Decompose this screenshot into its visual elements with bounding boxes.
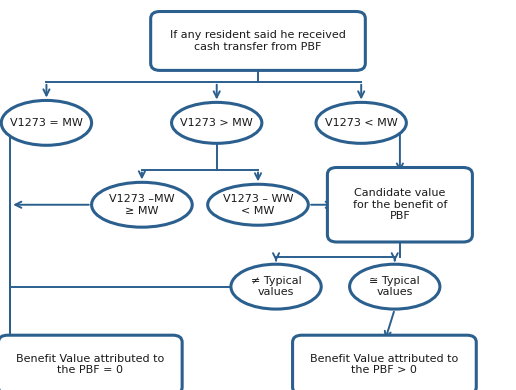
Ellipse shape <box>350 264 440 309</box>
Ellipse shape <box>231 264 321 309</box>
Text: Benefit Value attributed to
the PBF = 0: Benefit Value attributed to the PBF = 0 <box>16 354 165 376</box>
FancyBboxPatch shape <box>293 335 476 390</box>
Text: V1273 –MW
≥ MW: V1273 –MW ≥ MW <box>109 194 175 216</box>
Text: If any resident said he received
cash transfer from PBF: If any resident said he received cash tr… <box>170 30 346 52</box>
Ellipse shape <box>1 100 92 145</box>
Ellipse shape <box>316 102 407 143</box>
Text: V1273 = MW: V1273 = MW <box>10 118 83 128</box>
Text: Candidate value
for the benefit of
PBF: Candidate value for the benefit of PBF <box>353 188 447 222</box>
Ellipse shape <box>207 184 309 225</box>
Text: ≅ Typical
values: ≅ Typical values <box>369 276 420 298</box>
FancyBboxPatch shape <box>0 335 182 390</box>
FancyBboxPatch shape <box>328 168 472 242</box>
FancyBboxPatch shape <box>151 11 365 70</box>
Text: V1273 > MW: V1273 > MW <box>181 118 253 128</box>
Ellipse shape <box>92 183 192 227</box>
Text: V1273 – WW
< MW: V1273 – WW < MW <box>223 194 293 216</box>
Text: V1273 < MW: V1273 < MW <box>325 118 397 128</box>
Text: ≠ Typical
values: ≠ Typical values <box>251 276 301 298</box>
Text: Benefit Value attributed to
the PBF > 0: Benefit Value attributed to the PBF > 0 <box>310 354 459 376</box>
Ellipse shape <box>171 102 262 143</box>
